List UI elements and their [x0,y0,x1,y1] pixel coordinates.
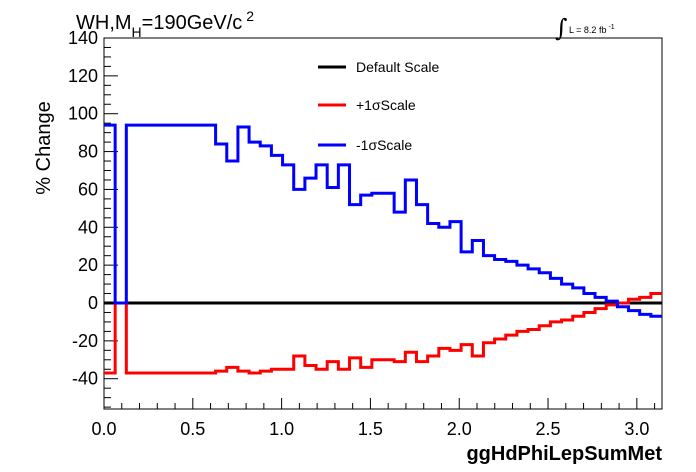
y-axis-title: % Change [33,101,55,194]
y-tick-label: -20 [72,331,98,351]
legend-label: Default Scale [356,59,439,75]
x-tick-label: 1.5 [358,419,383,439]
x-tick-label: 2.0 [447,419,472,439]
lumi-sup: -1 [608,24,614,31]
legend-label: +1σScale [356,97,416,113]
y-axis: -40 -20 0 20 40 60 80 100 120 140 [68,28,118,408]
series-group [104,123,662,375]
y-tick-label: 20 [78,255,98,275]
y-tick-label: 140 [68,28,98,48]
series-line-2 [104,123,662,318]
legend-label: -1σScale [356,137,412,153]
y-tick-label: 40 [78,217,98,237]
x-tick-label: 0.0 [91,419,116,439]
chart-title-sup: 2 [246,8,254,24]
x-tick-label: 3.0 [624,419,649,439]
chart-title-rest: =190GeV/c [142,12,243,34]
x-axis-title: ggHdPhiLepSumMet [466,443,662,465]
plot-frame [103,37,663,410]
y-tick-label: 60 [78,179,98,199]
chart-title-sub: H [132,24,142,40]
series-line-1 [104,292,662,375]
y-tick-label: 120 [68,66,98,86]
legend: Default Scale +1σScale -1σScale [318,59,439,153]
lumi-annotation: L = 8.2 fb -1 [569,24,615,35]
lumi-integral: ∫ [555,14,568,42]
y-tick-label: 100 [68,104,98,124]
y-tick-label: 80 [78,142,98,162]
lumi-label: L = 8.2 fb [569,25,606,35]
x-tick-label: 1.0 [269,419,294,439]
x-axis: 0.0 0.5 1.0 1.5 2.0 2.5 3.0 [91,398,656,439]
y-tick-label: 0 [88,293,98,313]
chart-title-main: WH,M [76,12,132,34]
x-tick-label: 2.5 [536,419,561,439]
x-tick-label: 0.5 [180,419,205,439]
chart-title: WH,MH=190GeV/c 2 [76,8,254,40]
y-tick-label: -40 [72,369,98,389]
